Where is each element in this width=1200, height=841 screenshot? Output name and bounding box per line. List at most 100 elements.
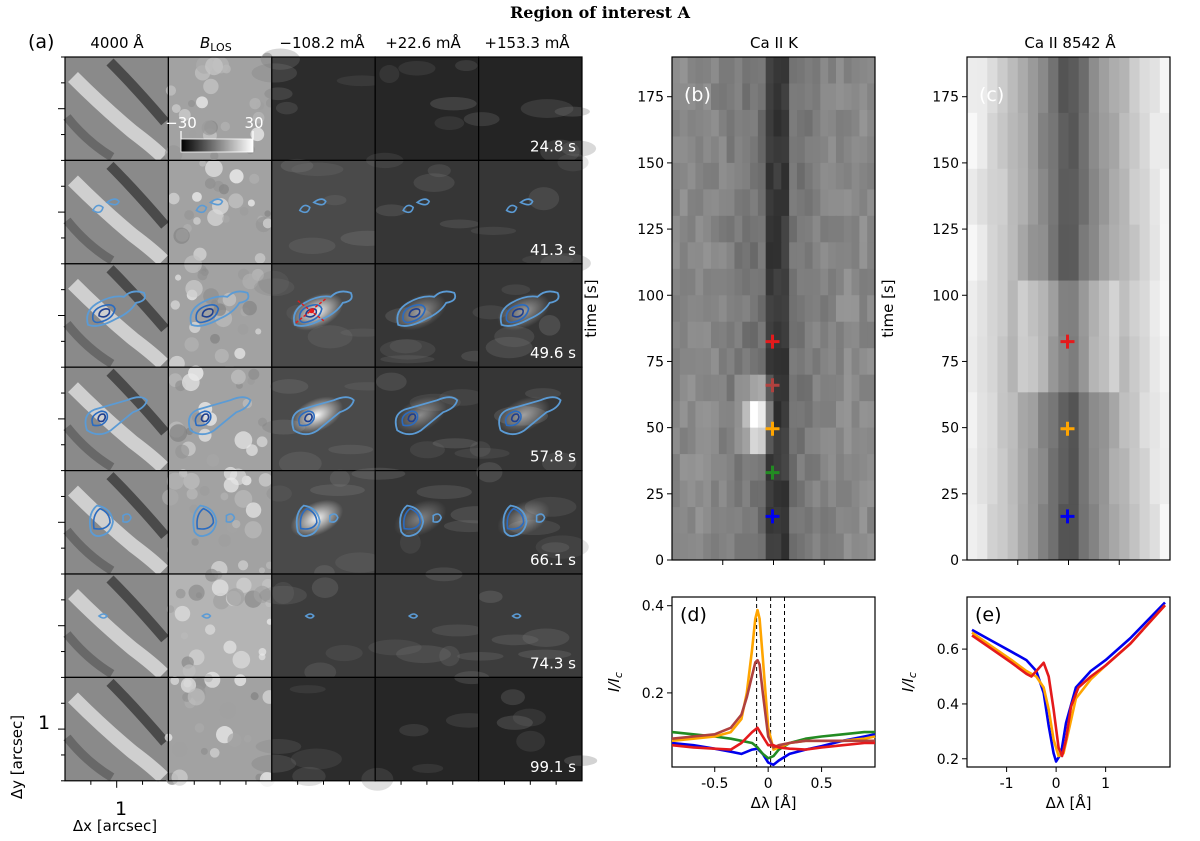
heatmap-cell <box>718 189 728 217</box>
heatmap-cell <box>843 533 853 561</box>
granule-bright <box>68 692 168 783</box>
heatmap-cell <box>867 162 876 190</box>
heatmap-cell <box>757 215 767 243</box>
heatmap-cell <box>773 427 782 455</box>
heatmap-cell <box>859 189 868 217</box>
heatmap-cell <box>859 215 868 243</box>
grid-cell <box>63 470 170 576</box>
col-header-p153: +153.3 mÅ <box>484 33 570 52</box>
blos-speckle <box>234 348 246 359</box>
chromospheric-fibril <box>288 237 336 255</box>
blos-speckle <box>171 741 188 758</box>
panel-label: (d) <box>680 604 707 626</box>
heatmap-cell <box>718 57 728 84</box>
grid-cell <box>164 671 277 787</box>
heatmap-cell <box>781 242 790 270</box>
blos-speckle <box>180 677 197 693</box>
heatmap-cell <box>789 348 798 376</box>
heatmap-cell <box>750 57 759 84</box>
cell-background <box>271 677 376 781</box>
heatmap-cell <box>703 374 712 402</box>
heatmap-cell <box>781 480 790 508</box>
blos-speckle <box>258 567 266 574</box>
granule-bright <box>68 72 168 163</box>
heatmap-cell <box>726 533 735 561</box>
heatmap-cell <box>859 321 868 349</box>
chromospheric-fibril <box>259 585 307 605</box>
blos-speckle <box>204 624 216 635</box>
blos-speckle <box>234 674 247 687</box>
intergranular-lane <box>106 368 169 436</box>
heatmap-cell <box>757 189 767 217</box>
heatmap-cell <box>1058 168 1069 226</box>
intergranular-lane <box>106 161 169 229</box>
heatmap-cell <box>781 348 790 376</box>
contour-inner <box>201 307 214 318</box>
blos-speckle <box>182 664 196 678</box>
heatmap-cell <box>687 454 696 482</box>
heatmap-cell <box>757 136 767 164</box>
heatmap-cell <box>726 189 735 217</box>
heatmap-cell <box>804 348 814 376</box>
heatmap-cell <box>734 507 743 535</box>
heatmap-cell <box>750 242 759 270</box>
time-label: 24.8 s <box>530 137 576 155</box>
chromospheric-fibril <box>251 754 297 773</box>
heatmap-cell <box>1038 392 1049 449</box>
heatmap-cell <box>742 83 751 111</box>
heatmap-cell <box>718 162 728 190</box>
heatmap-cell <box>750 109 759 137</box>
heatmap-cell <box>820 57 829 84</box>
heatmap-cell <box>750 189 759 217</box>
heatmap-cell <box>672 374 681 402</box>
heatmap-cell <box>765 427 774 455</box>
heatmap-cell <box>1109 57 1120 114</box>
heatmap-cell <box>765 162 774 190</box>
xtick-label: -0.5 <box>701 776 728 792</box>
chromospheric-fibril <box>336 75 387 87</box>
heatmap-cell <box>1007 112 1019 170</box>
blos-speckle <box>197 270 208 281</box>
blos-speckle <box>162 489 179 506</box>
heatmap-cell <box>757 109 767 137</box>
chromospheric-fibril <box>522 628 570 647</box>
brightening-patch <box>393 396 447 434</box>
contour-small <box>407 613 419 619</box>
time-marker <box>765 334 780 349</box>
chromospheric-fibril <box>258 270 289 295</box>
heatmap-cell <box>812 162 821 190</box>
heatmap-cell <box>812 242 821 270</box>
heatmap-cell <box>687 189 696 217</box>
chromospheric-fibril <box>496 715 533 730</box>
chromospheric-fibril <box>329 469 351 487</box>
heatmap-cell <box>718 136 728 164</box>
heatmap-cell <box>1129 392 1141 449</box>
contour-small <box>519 198 534 206</box>
heatmap-cell <box>1129 280 1141 337</box>
heatmap-cell <box>718 427 728 455</box>
granule-bright <box>68 278 168 369</box>
blos-speckle <box>220 492 229 501</box>
heatmap-cell <box>1149 168 1161 226</box>
heatmap-cell <box>843 57 853 84</box>
ytick-label: 100 <box>637 288 664 304</box>
heatmap-cell <box>711 401 720 429</box>
heatmap-cell <box>820 321 829 349</box>
heatmap-cell <box>773 401 782 429</box>
grid-cell <box>63 159 170 266</box>
heatmap-cell <box>781 109 790 137</box>
grid-cell <box>166 568 274 679</box>
heatmap-cell <box>796 57 806 84</box>
contour-outer <box>88 504 114 537</box>
heatmap-cell <box>742 533 751 561</box>
heatmap-cell <box>718 215 728 243</box>
heatmap-cell <box>1078 392 1090 449</box>
chromospheric-fibril <box>368 639 422 656</box>
blos-speckle <box>206 454 220 467</box>
heatmap-cell <box>828 454 837 482</box>
chromospheric-fibril <box>272 581 295 604</box>
heatmap-cell <box>812 136 821 164</box>
heatmap-cell <box>765 242 774 270</box>
heatmap-cell <box>711 162 720 190</box>
contour-mid <box>298 304 323 324</box>
